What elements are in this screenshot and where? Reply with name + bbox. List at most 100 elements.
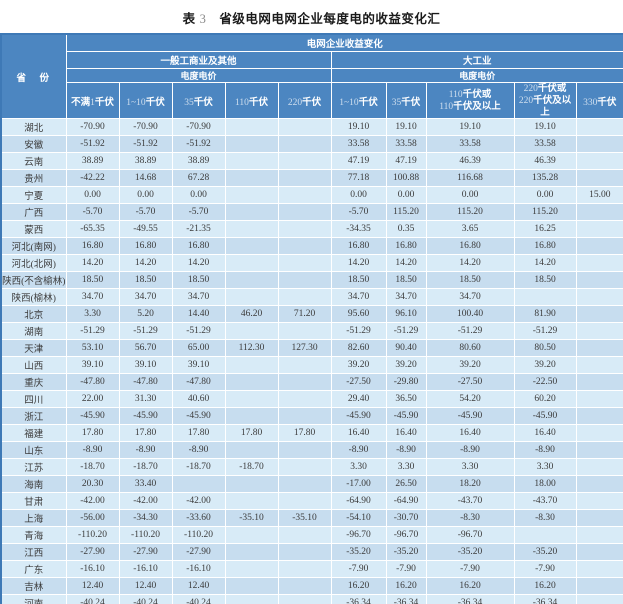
voltage-column-header: 1~10千伏: [330, 82, 387, 119]
value-cell: -8.90: [65, 441, 120, 459]
value-cell: 67.28: [171, 169, 226, 187]
value-cell: 16.80: [385, 237, 427, 255]
value-cell: [575, 288, 623, 306]
value-cell: 14.40: [171, 305, 226, 323]
value-cell: [224, 271, 279, 289]
table-row: 安徽 -51.92 -51.92 -51.92 33.58 33.58 33.58 33.58: [0, 135, 623, 153]
voltage-column-header: 1~10千伏: [118, 82, 173, 119]
province-cell: 河北(南网): [0, 237, 67, 255]
value-cell: 39.20: [513, 356, 577, 374]
value-cell: 16.40: [330, 424, 387, 442]
value-cell: -7.90: [513, 560, 577, 578]
value-cell: [224, 118, 279, 136]
value-cell: -33.60: [171, 509, 226, 527]
value-cell: -16.10: [171, 560, 226, 578]
value-cell: [277, 135, 332, 153]
voltage-column-header: 330千伏: [575, 82, 623, 119]
value-cell: [575, 118, 623, 136]
value-cell: 16.40: [385, 424, 427, 442]
table-row: 天津 53.10 56.70 65.00 112.30 127.30 82.60 90.40 8…: [0, 339, 623, 357]
value-cell: 0.00: [330, 186, 387, 204]
value-cell: 14.20: [425, 254, 515, 272]
value-cell: 80.50: [513, 339, 577, 357]
value-cell: 16.80: [513, 237, 577, 255]
value-cell: [277, 254, 332, 272]
value-cell: 135.28: [513, 169, 577, 187]
value-cell: 14.20: [385, 254, 427, 272]
value-cell: [224, 526, 279, 544]
value-cell: 38.89: [118, 152, 173, 170]
value-cell: -18.70: [171, 458, 226, 476]
value-cell: -5.70: [65, 203, 120, 221]
value-cell: 0.00: [171, 186, 226, 204]
value-cell: [575, 390, 623, 408]
value-cell: 19.10: [425, 118, 515, 136]
value-cell: 12.40: [65, 577, 120, 595]
value-cell: 38.89: [171, 152, 226, 170]
value-cell: [224, 594, 279, 604]
voltage-column-header: 110千伏或 110千伏及以上: [425, 82, 515, 119]
value-cell: -36.34: [513, 594, 577, 604]
group-header-large-industry: 大工业: [330, 51, 623, 69]
value-cell: [575, 526, 623, 544]
value-cell: [575, 356, 623, 374]
value-cell: 80.60: [425, 339, 515, 357]
value-cell: -8.90: [425, 441, 515, 459]
value-cell: [575, 254, 623, 272]
value-cell: 12.40: [118, 577, 173, 595]
value-cell: -45.90: [118, 407, 173, 425]
value-cell: 16.80: [330, 237, 387, 255]
value-cell: 17.80: [277, 424, 332, 442]
value-cell: -45.90: [171, 407, 226, 425]
value-cell: 53.10: [65, 339, 120, 357]
value-cell: -18.70: [65, 458, 120, 476]
value-cell: 34.70: [425, 288, 515, 306]
value-cell: -49.55: [118, 220, 173, 238]
value-cell: [575, 135, 623, 153]
value-cell: -110.20: [171, 526, 226, 544]
table-row: 山东 -8.90 -8.90 -8.90 -8.90 -8.90 -8.90 -8.90: [0, 441, 623, 459]
value-cell: 16.80: [65, 237, 120, 255]
value-cell: [277, 288, 332, 306]
table-row: 河南-40.24-40.24-40.24-36.34-36.34-36.34-3…: [0, 594, 623, 604]
voltage-column-header: 不满1千伏: [65, 82, 120, 119]
value-cell: [224, 560, 279, 578]
value-cell: 40.60: [171, 390, 226, 408]
value-cell: 33.58: [513, 135, 577, 153]
value-cell: 112.30: [224, 339, 279, 357]
table-row: 贵州 -42.22 14.68 67.28 77.18 100.88 116.68 135.2…: [0, 169, 623, 187]
value-cell: [224, 288, 279, 306]
voltage-column-header: 220千伏: [277, 82, 332, 119]
value-cell: [277, 322, 332, 340]
value-cell: [224, 237, 279, 255]
province-cell: 广西: [0, 203, 67, 221]
table-row: 河北(南网) 16.80 16.80 16.80 16.80 16.80 16.80 16.8…: [0, 237, 623, 255]
value-cell: -5.70: [171, 203, 226, 221]
value-cell: [277, 526, 332, 544]
value-cell: 16.20: [330, 577, 387, 595]
value-cell: [575, 509, 623, 527]
value-cell: 14.20: [171, 254, 226, 272]
value-cell: 34.70: [385, 288, 427, 306]
value-cell: -35.20: [425, 543, 515, 561]
value-cell: -45.90: [330, 407, 387, 425]
value-cell: -43.70: [425, 492, 515, 510]
value-cell: 47.19: [385, 152, 427, 170]
value-cell: [224, 169, 279, 187]
value-cell: 39.20: [385, 356, 427, 374]
value-cell: [575, 424, 623, 442]
value-cell: -51.92: [65, 135, 120, 153]
value-cell: 81.90: [513, 305, 577, 323]
value-cell: 0.00: [425, 186, 515, 204]
value-cell: 19.10: [513, 118, 577, 136]
value-cell: [224, 322, 279, 340]
value-cell: -35.10: [224, 509, 279, 527]
value-cell: -64.90: [330, 492, 387, 510]
value-cell: [575, 322, 623, 340]
value-cell: -51.29: [171, 322, 226, 340]
value-cell: 29.40: [330, 390, 387, 408]
value-cell: -64.90: [385, 492, 427, 510]
value-cell: -47.80: [65, 373, 120, 391]
value-cell: -47.80: [118, 373, 173, 391]
